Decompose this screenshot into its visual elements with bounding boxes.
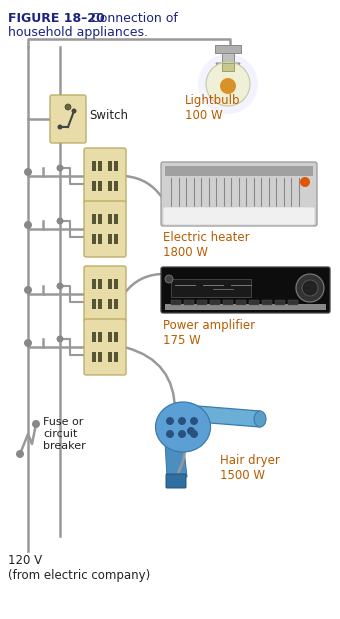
Circle shape — [166, 417, 174, 425]
Bar — [92, 332, 96, 342]
Bar — [249, 300, 259, 305]
Bar — [210, 300, 220, 305]
Bar — [114, 299, 118, 309]
Circle shape — [56, 217, 64, 225]
Bar — [92, 279, 96, 289]
Bar — [98, 279, 102, 289]
Bar — [98, 299, 102, 309]
Bar — [98, 181, 102, 191]
Text: Connection of: Connection of — [83, 12, 178, 25]
Bar — [114, 214, 118, 224]
Bar — [92, 299, 96, 309]
Text: Switch: Switch — [89, 108, 128, 121]
Text: 120 V
(from electric company): 120 V (from electric company) — [8, 554, 150, 582]
Bar — [222, 63, 234, 71]
Circle shape — [220, 78, 236, 94]
Circle shape — [190, 417, 198, 425]
Circle shape — [300, 177, 310, 187]
Circle shape — [65, 104, 71, 110]
Circle shape — [24, 168, 32, 176]
Bar — [262, 300, 272, 305]
Bar — [92, 181, 96, 191]
Bar — [108, 181, 112, 191]
Circle shape — [24, 339, 32, 347]
Bar — [165, 304, 326, 310]
Text: Hair dryer
1500 W: Hair dryer 1500 W — [220, 454, 280, 482]
Circle shape — [165, 275, 173, 283]
Bar — [215, 45, 241, 53]
FancyBboxPatch shape — [84, 148, 126, 204]
Bar — [236, 300, 246, 305]
Circle shape — [16, 450, 24, 458]
Circle shape — [56, 335, 64, 342]
Bar — [171, 300, 181, 305]
Bar — [108, 332, 112, 342]
Bar — [92, 352, 96, 362]
FancyBboxPatch shape — [84, 201, 126, 257]
Bar — [197, 300, 207, 305]
Bar — [108, 214, 112, 224]
FancyBboxPatch shape — [163, 207, 315, 225]
Text: Power amplifier
175 W: Power amplifier 175 W — [163, 319, 255, 347]
Circle shape — [24, 286, 32, 294]
Polygon shape — [185, 405, 260, 427]
Circle shape — [187, 427, 195, 435]
FancyBboxPatch shape — [84, 319, 126, 375]
Bar — [114, 279, 118, 289]
Bar — [114, 332, 118, 342]
Circle shape — [166, 430, 174, 438]
FancyBboxPatch shape — [166, 474, 186, 488]
Circle shape — [56, 282, 64, 290]
Polygon shape — [216, 63, 240, 71]
Bar — [108, 299, 112, 309]
FancyBboxPatch shape — [161, 162, 317, 226]
Bar — [98, 332, 102, 342]
Circle shape — [190, 430, 198, 438]
Bar — [114, 352, 118, 362]
Bar — [92, 234, 96, 244]
Bar — [98, 161, 102, 171]
Bar — [165, 166, 313, 176]
Bar — [114, 161, 118, 171]
Circle shape — [178, 430, 186, 438]
Bar — [114, 181, 118, 191]
Circle shape — [206, 62, 250, 106]
Text: Electric heater
1800 W: Electric heater 1800 W — [163, 231, 250, 259]
Bar — [275, 300, 285, 305]
Text: Fuse or
circuit
breaker: Fuse or circuit breaker — [43, 417, 86, 451]
Bar — [92, 161, 96, 171]
Circle shape — [24, 221, 32, 229]
Bar — [171, 279, 251, 297]
FancyBboxPatch shape — [50, 95, 86, 143]
Circle shape — [32, 420, 40, 428]
Bar — [184, 300, 194, 305]
Ellipse shape — [254, 411, 266, 427]
Polygon shape — [165, 441, 187, 477]
Bar — [108, 161, 112, 171]
Bar — [98, 352, 102, 362]
Bar — [288, 300, 298, 305]
Bar — [92, 214, 96, 224]
Bar — [98, 214, 102, 224]
Circle shape — [178, 417, 186, 425]
Circle shape — [57, 124, 63, 129]
Bar — [108, 234, 112, 244]
Circle shape — [198, 54, 258, 114]
Circle shape — [71, 108, 76, 113]
Bar — [222, 53, 234, 63]
Bar — [98, 234, 102, 244]
Bar — [223, 300, 233, 305]
Text: Lightbulb
100 W: Lightbulb 100 W — [185, 94, 240, 122]
Bar — [108, 352, 112, 362]
Text: FIGURE 18–20: FIGURE 18–20 — [8, 12, 105, 25]
Ellipse shape — [155, 402, 210, 452]
FancyBboxPatch shape — [161, 267, 330, 313]
Bar — [108, 279, 112, 289]
FancyBboxPatch shape — [84, 266, 126, 322]
Circle shape — [56, 165, 64, 171]
Circle shape — [302, 280, 318, 296]
Bar — [114, 234, 118, 244]
Text: household appliances.: household appliances. — [8, 26, 148, 39]
Circle shape — [296, 274, 324, 302]
